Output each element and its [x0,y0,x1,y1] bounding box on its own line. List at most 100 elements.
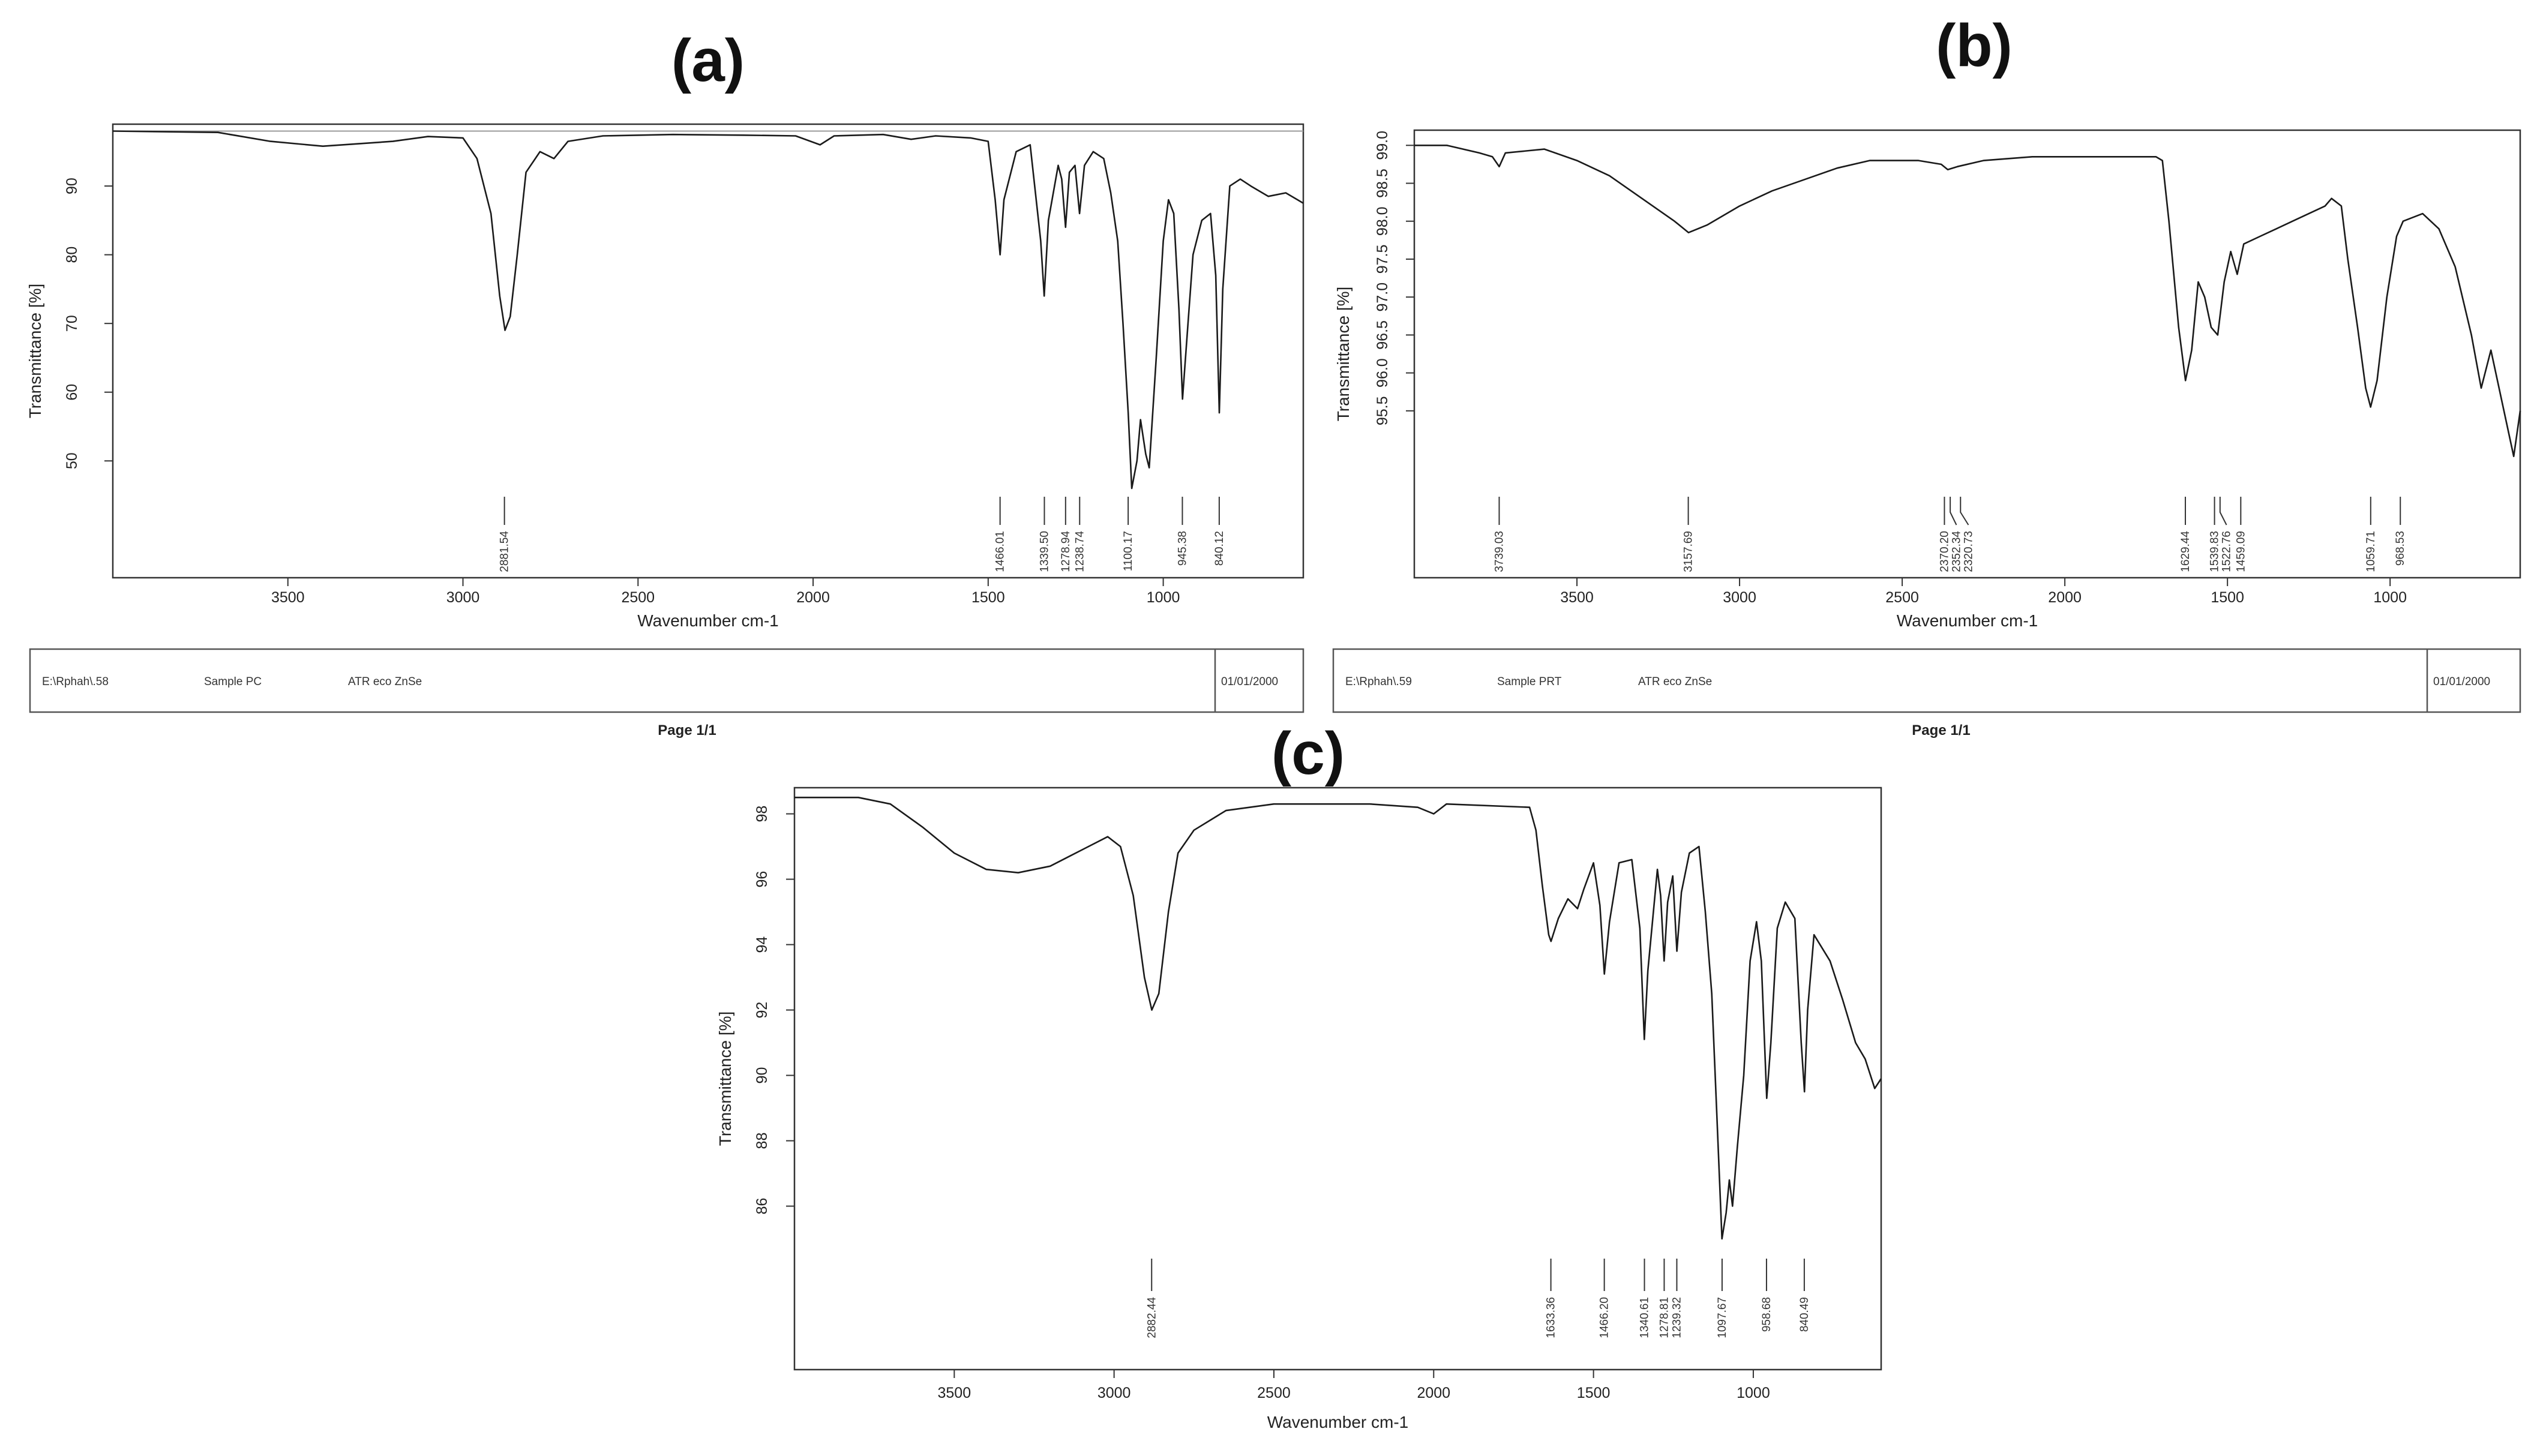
footer-a-method: ATR eco ZnSe [348,676,422,688]
y-tick-label: 70 [64,315,80,332]
peak-label: 1238.74 [1073,531,1086,572]
peak-label: 1100.17 [1122,531,1135,571]
y-tick-label: 90 [754,1067,770,1084]
peak-label: 2881.54 [499,531,511,572]
y-tick-label: 86 [754,1198,770,1215]
y-tick-label: 98.5 [1374,169,1391,198]
plot-frame-c [793,786,1882,1371]
footer-a-sample: Sample PC [204,676,262,688]
x-tick-label: 3000 [1097,1385,1131,1401]
peak-label: 1459.09 [2235,531,2247,572]
x-tick-label: 3500 [1560,589,1594,606]
peak-marker [1950,497,1957,526]
x-tick-label: 2500 [1257,1385,1291,1401]
y-tick-label: 99.0 [1374,131,1391,160]
footer-b-sample: Sample PRT [1497,676,1562,688]
chart-a: 3500 3000 2500 2000 1500 1000 50 60 70 80 90 Wavenu… [26,123,1305,630]
peak-label: 2352.34 [1950,531,1963,572]
peak-label: 3739.03 [1493,531,1506,572]
y-tick-label: 60 [64,384,80,401]
footer-b: E:\Rphah\.59 Sample PRT ATR eco ZnSe 01/… [1332,648,2521,738]
plot-frame-a [112,123,1305,579]
spectrum-line-c [794,797,1882,1240]
peak-label: 1522.76 [2221,531,2233,572]
peak-label: 968.53 [2394,531,2407,566]
plot-frame-b [1413,129,2521,579]
x-tick-label: 2000 [1417,1385,1450,1401]
x-tick-label: 1000 [1737,1385,1770,1401]
peak-label: 2370.20 [1938,531,1951,572]
footer-b-method: ATR eco ZnSe [1638,676,1712,688]
peak-marker [2219,497,2227,526]
y-tick-label: 92 [754,1002,770,1019]
x-axis-title-b: Wavenumber cm-1 [1897,611,2038,630]
spectrum-line-a [112,130,1304,490]
peak-label: 1278.94 [1060,531,1072,572]
x-tick-label: 1000 [1147,589,1180,606]
footer-a-file: E:\Rphah\.58 [42,676,109,688]
footer-b-page: Page 1/1 [1912,722,1970,738]
peak-label: 2882.44 [1145,1297,1158,1338]
y-tick-label: 88 [754,1133,770,1149]
y-tick-label: 90 [64,178,80,194]
x-tick-label: 3000 [1723,589,1756,606]
x-tick-label: 2000 [796,589,830,606]
peak-label: 1097.67 [1716,1297,1729,1338]
peak-label: 1629.44 [2179,531,2192,572]
peak-label: 945.38 [1176,531,1189,566]
y-tick-label: 98.0 [1374,206,1391,236]
peak-label: 2320.73 [1962,531,1975,572]
y-tick-label: 96 [754,871,770,888]
x-axis-title-a: Wavenumber cm-1 [637,611,778,630]
peak-label: 1059.71 [2365,531,2377,572]
peak-label: 1466.01 [994,531,1007,572]
peak-label: 958.68 [1761,1297,1773,1332]
peak-label: 840.12 [1213,531,1226,566]
x-tick-label: 1000 [2373,589,2407,606]
peak-label: 1239.32 [1671,1297,1683,1338]
y-tick-label: 50 [64,452,80,469]
x-tick-label: 1500 [1577,1385,1611,1401]
x-tick-label: 3500 [938,1385,971,1401]
footer-a-date: 01/01/2000 [1221,676,1278,688]
x-tick-label: 3000 [446,589,480,606]
spectrum-line-b [1414,145,2521,458]
y-tick-label: 95.5 [1374,396,1391,425]
y-tick-label: 98 [754,806,770,822]
y-tick-label: 96.5 [1374,320,1391,350]
peak-label: 1340.61 [1639,1297,1651,1338]
panel-b-label: (b) [1936,12,2013,79]
x-axis-title-c: Wavenumber cm-1 [1267,1413,1408,1431]
x-tick-label: 1500 [2211,589,2244,606]
footer-a: E:\Rphah\.58 Sample PC ATR eco ZnSe 01/0… [29,648,1305,738]
y-tick-label: 80 [64,247,80,263]
peak-label: 1633.36 [1545,1297,1558,1338]
x-tick-label: 2500 [621,589,655,606]
y-tick-label: 96.0 [1374,358,1391,388]
x-tick-label: 1500 [971,589,1005,606]
peak-label: 840.49 [1798,1297,1811,1332]
chart-c: 3500 3000 2500 2000 1500 1000 86 88 90 92 94 96 98 Wa… [716,786,1882,1431]
y-tick-label: 94 [754,936,770,953]
peak-label: 1339.50 [1038,531,1051,572]
y-axis-title-c: Transmittance [%] [716,1011,734,1146]
peak-marker [1960,497,1969,526]
x-tick-label: 2000 [2048,589,2082,606]
chart-b: 3500 3000 2500 2000 1500 1000 95.5 96.0 96.5 97.0… [1334,129,2521,630]
peak-label: 1466.20 [1599,1297,1611,1338]
footer-b-file: E:\Rphah\.59 [1345,676,1412,688]
panel-a-label: (a) [671,27,745,94]
footer-b-date: 01/01/2000 [2433,676,2490,688]
y-axis-title-b: Transmittance [%] [1334,287,1353,422]
y-axis-title-a: Transmittance [%] [26,284,44,419]
y-tick-label: 97.0 [1374,283,1391,312]
x-tick-label: 2500 [1885,589,1919,606]
peak-label: 3157.69 [1683,531,1695,572]
peak-label: 1539.83 [2209,531,2221,572]
panel-c-label: (c) [1272,720,1345,787]
footer-a-page: Page 1/1 [658,722,716,738]
peak-label: 1278.81 [1658,1297,1671,1338]
y-tick-label: 97.5 [1374,245,1391,274]
x-tick-label: 3500 [271,589,305,606]
